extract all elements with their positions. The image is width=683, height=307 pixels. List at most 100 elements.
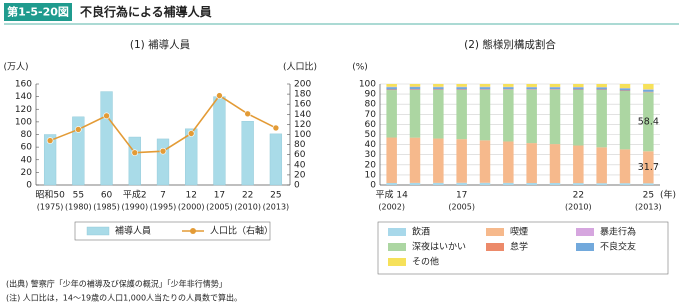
bar: [213, 96, 226, 186]
data-label: 58.4: [638, 116, 659, 127]
y2-axis-label: (人口比): [283, 61, 317, 73]
bar-segment: [479, 84, 491, 87]
bar-segment: [503, 87, 514, 90]
bar-segment: [643, 89, 654, 92]
bar-segment: [549, 87, 561, 90]
legend-label: 補導人員: [115, 225, 151, 237]
legend-label: 飲酒: [412, 226, 430, 238]
bar: [43, 134, 57, 186]
legend-swatch: [576, 243, 594, 251]
bar-segment: [596, 183, 607, 185]
figure-label: 第1-5-20図: [7, 5, 69, 19]
legend-label: その他: [412, 256, 439, 268]
x-tick-label: 60: [101, 191, 113, 201]
bar-segment: [549, 144, 561, 183]
bar-segment: [526, 84, 537, 87]
data-label: 31.7: [638, 162, 659, 173]
y-axis-label: (%): [352, 63, 368, 73]
y-tick-label: 40: [21, 155, 33, 165]
bar-segment: [456, 182, 467, 185]
bar-segment: [573, 89, 584, 146]
bar: [241, 121, 254, 186]
bar-segment: [643, 183, 654, 185]
x-tick-year: (2013): [263, 203, 290, 212]
bar-segment: [503, 84, 514, 87]
x-tick-label: 17: [214, 191, 225, 201]
y-tick-label: 60: [21, 143, 33, 153]
x-tick-label: 25: [643, 191, 654, 201]
line-point: [216, 92, 223, 99]
line-point: [272, 124, 280, 132]
bar-segment: [549, 89, 561, 90]
y2-tick-label: 80: [294, 140, 306, 150]
legend-swatch: [388, 228, 406, 236]
bar-segment: [479, 87, 491, 90]
chart-title: (1) 補導人員: [130, 38, 191, 51]
y-tick-label: 90: [365, 90, 377, 100]
line-point: [159, 147, 167, 155]
bar: [185, 128, 198, 186]
bar-segment: [409, 87, 421, 90]
y-tick-label: 160: [15, 80, 32, 90]
x-tick-year: (1980): [65, 203, 92, 212]
bar-segment: [456, 89, 467, 140]
bar-segment: [619, 84, 631, 89]
bar: [128, 136, 141, 186]
bar-segment: [643, 92, 654, 152]
y-tick-label: 100: [15, 117, 32, 127]
bar-segment: [526, 89, 537, 90]
y2-tick-label: 40: [294, 160, 306, 170]
bar-segment: [409, 182, 421, 185]
bar-segment: [456, 139, 467, 183]
y2-tick-label: 20: [294, 170, 306, 180]
y-tick-label: 60: [365, 120, 377, 130]
bar-segment: [619, 90, 631, 150]
note: (注) 人口比は，14～19歳の人口1,000人当たりの人員数で算出。: [6, 293, 242, 303]
line-point: [244, 110, 251, 118]
line-point: [75, 126, 82, 133]
line-point: [46, 137, 54, 144]
bar-segment: [596, 84, 607, 88]
legend-swatch: [190, 228, 196, 234]
bar-segment: [643, 84, 654, 90]
legend-swatch: [388, 258, 406, 266]
bar-segment: [596, 89, 607, 148]
bar-segment: [573, 89, 584, 90]
y-tick-label: 100: [359, 80, 376, 90]
y-tick-label: 140: [15, 92, 32, 102]
legend-swatch: [388, 243, 406, 251]
y-tick-label: 10: [365, 170, 377, 180]
legend-label: 人口比（右軸）: [210, 225, 273, 237]
legend-label: 深夜はいかい: [412, 241, 466, 253]
bar-segment: [573, 84, 584, 88]
bar-segment: [456, 87, 467, 90]
y2-tick-label: 0: [294, 181, 300, 191]
line-point: [187, 130, 195, 137]
x-tick-label: 7: [160, 191, 166, 201]
source-note: (出典) 警察庁「少年の補導及び保護の概況」「少年非行情勢」: [6, 279, 227, 289]
y-axis-label: (万人): [3, 62, 28, 73]
legend-label: 喫煙: [510, 226, 528, 238]
bar-segment: [526, 87, 537, 90]
bar-segment: [573, 87, 584, 90]
bar-segment: [526, 89, 537, 144]
bar-segment: [386, 89, 397, 91]
x-tick-label: 25: [270, 191, 281, 201]
bar-segment: [503, 182, 514, 185]
legend-label: 怠学: [510, 241, 528, 253]
x-tick-year: (2005): [448, 203, 475, 212]
x-tick-label: 12: [185, 191, 196, 201]
bar-segment: [479, 140, 491, 183]
y-tick-label: 20: [365, 160, 377, 170]
y2-tick-label: 140: [294, 110, 311, 120]
y-tick-label: 20: [21, 168, 33, 178]
bar: [72, 116, 85, 186]
legend-swatch: [486, 228, 504, 236]
x-tick-year: (2000): [178, 203, 205, 212]
x-tick-label: 平成 14: [376, 189, 409, 201]
bar-segment: [596, 147, 607, 184]
bar-segment: [596, 89, 607, 90]
line-point: [131, 149, 139, 156]
bar-segment: [433, 84, 444, 87]
